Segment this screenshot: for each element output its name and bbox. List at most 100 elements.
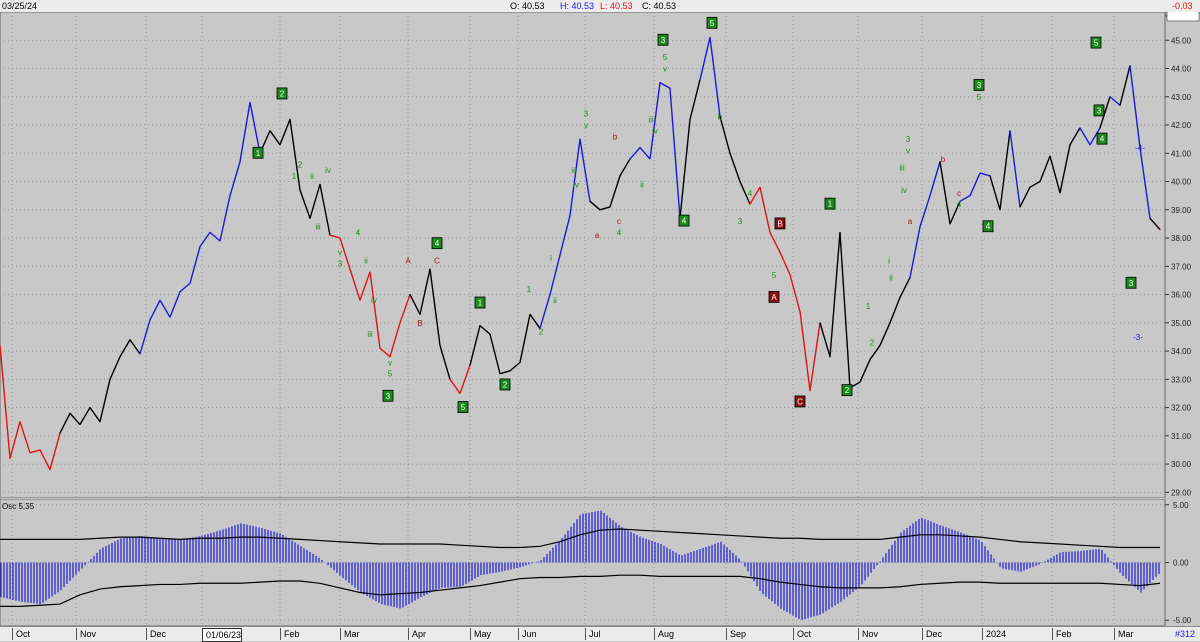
- header-close: C: 40.53: [642, 1, 677, 11]
- wave-label: v: [338, 248, 342, 257]
- wave-box: [1093, 104, 1105, 117]
- wave-box: [982, 220, 994, 233]
- header-low: L: 40.53: [600, 1, 633, 11]
- price-segment: [99, 379, 111, 422]
- price-segment: [349, 268, 361, 301]
- price-segment: [449, 378, 461, 394]
- wave-label: ii: [553, 296, 557, 305]
- price-segment: [149, 299, 161, 321]
- wave-label: 2: [845, 386, 850, 395]
- price-point: [699, 79, 701, 81]
- price-point: [429, 268, 431, 270]
- price-tick-label: 32.00: [1171, 404, 1192, 413]
- price-tick-label: 36.00: [1171, 291, 1192, 300]
- price-point: [839, 231, 841, 233]
- osc-upper-band: [0, 528, 1160, 549]
- price-segment: [29, 449, 41, 454]
- price-point: [1019, 206, 1021, 208]
- date-axis: Oct Nov Dec 01/06/23 Feb Mar Apr May Jun Jul Aug Se…: [0, 626, 1200, 642]
- wave-label: a: [908, 217, 913, 226]
- price-series: [0, 36, 1161, 471]
- price-point: [779, 251, 781, 253]
- wave-label: 1: [527, 285, 532, 294]
- wave-label: 2: [280, 89, 285, 98]
- price-point: [959, 200, 961, 202]
- wave-box: [794, 395, 806, 408]
- price-point: [249, 101, 251, 104]
- price-segment: [39, 449, 51, 471]
- price-point: [629, 158, 631, 160]
- wave-label: b: [718, 113, 723, 122]
- price-point: [759, 186, 761, 188]
- osc-title: Osc 5,35: [2, 502, 35, 511]
- wave-label: B: [417, 319, 422, 328]
- price-point: [209, 231, 211, 233]
- price-segment: [779, 251, 791, 276]
- wave-label: 3: [906, 135, 911, 144]
- price-point: [339, 237, 341, 239]
- price-segment: [479, 325, 491, 335]
- date-axis-label: Mar: [1114, 628, 1134, 640]
- date-axis-label: Jun: [518, 628, 537, 640]
- wave-box: [678, 214, 690, 227]
- price-segment: [1059, 144, 1071, 193]
- price-point: [389, 356, 391, 358]
- wave-label: iii: [899, 163, 905, 172]
- price-tick-label: 35.00: [1171, 319, 1192, 328]
- wave-label: 5: [772, 271, 777, 280]
- wave-label: i: [888, 257, 890, 266]
- price-segment: [929, 161, 941, 196]
- price-segment: [369, 271, 381, 349]
- price-segment: [269, 130, 281, 146]
- wave-label: 4: [682, 217, 687, 226]
- last-price-marker: [1166, 12, 1200, 22]
- price-segment: [919, 195, 931, 227]
- price-segment: [1109, 96, 1121, 106]
- header-date: 03/25/24: [2, 1, 38, 11]
- wave-label: iv: [371, 296, 377, 305]
- price-point: [359, 299, 361, 301]
- price-point: [749, 203, 751, 205]
- wave-label: c: [957, 189, 961, 198]
- price-tick-label: 43.00: [1171, 93, 1192, 102]
- price-point: [49, 469, 51, 471]
- price-segment: [429, 269, 441, 346]
- price-tick-label: 39.00: [1171, 206, 1192, 215]
- wave-label: 5: [1094, 39, 1099, 48]
- price-segment: [239, 102, 251, 162]
- price-segment: [649, 82, 661, 160]
- date-axis-label: Feb: [1052, 628, 1072, 640]
- price-segment: [229, 161, 241, 196]
- price-tick-label: 40.00: [1171, 178, 1192, 187]
- price-segment: [799, 311, 811, 391]
- wave-label: v: [388, 358, 392, 367]
- wave-label: 5: [977, 93, 982, 102]
- price-point: [109, 378, 111, 380]
- price-point: [569, 214, 571, 217]
- price-point: [219, 240, 221, 242]
- price-segment: [1119, 65, 1131, 106]
- price-point: [719, 115, 721, 118]
- date-axis-label: Aug: [654, 628, 674, 640]
- wave-label: -3-: [1133, 333, 1143, 342]
- price-point: [809, 390, 811, 392]
- date-axis-label: Dec: [146, 628, 166, 640]
- price-point: [79, 423, 81, 426]
- price-axis: 29.00 30.00 31.00 32.00 33.00 34.00 35.00 36.00…: [1165, 12, 1200, 497]
- price-point: [459, 392, 461, 395]
- price-point: [539, 327, 541, 330]
- price-segment: [889, 297, 901, 324]
- price-segment: [979, 172, 991, 177]
- price-segment: [729, 153, 741, 182]
- price-segment: [339, 237, 351, 270]
- price-segment: [59, 412, 71, 434]
- wave-label: ii: [889, 274, 893, 283]
- price-segment: [579, 139, 591, 202]
- wave-label: 3: [738, 217, 743, 226]
- wave-label: iii: [367, 330, 373, 339]
- price-point: [559, 254, 561, 256]
- price-point: [589, 200, 591, 202]
- wave-box: [1125, 276, 1137, 289]
- price-segment: [1079, 127, 1091, 146]
